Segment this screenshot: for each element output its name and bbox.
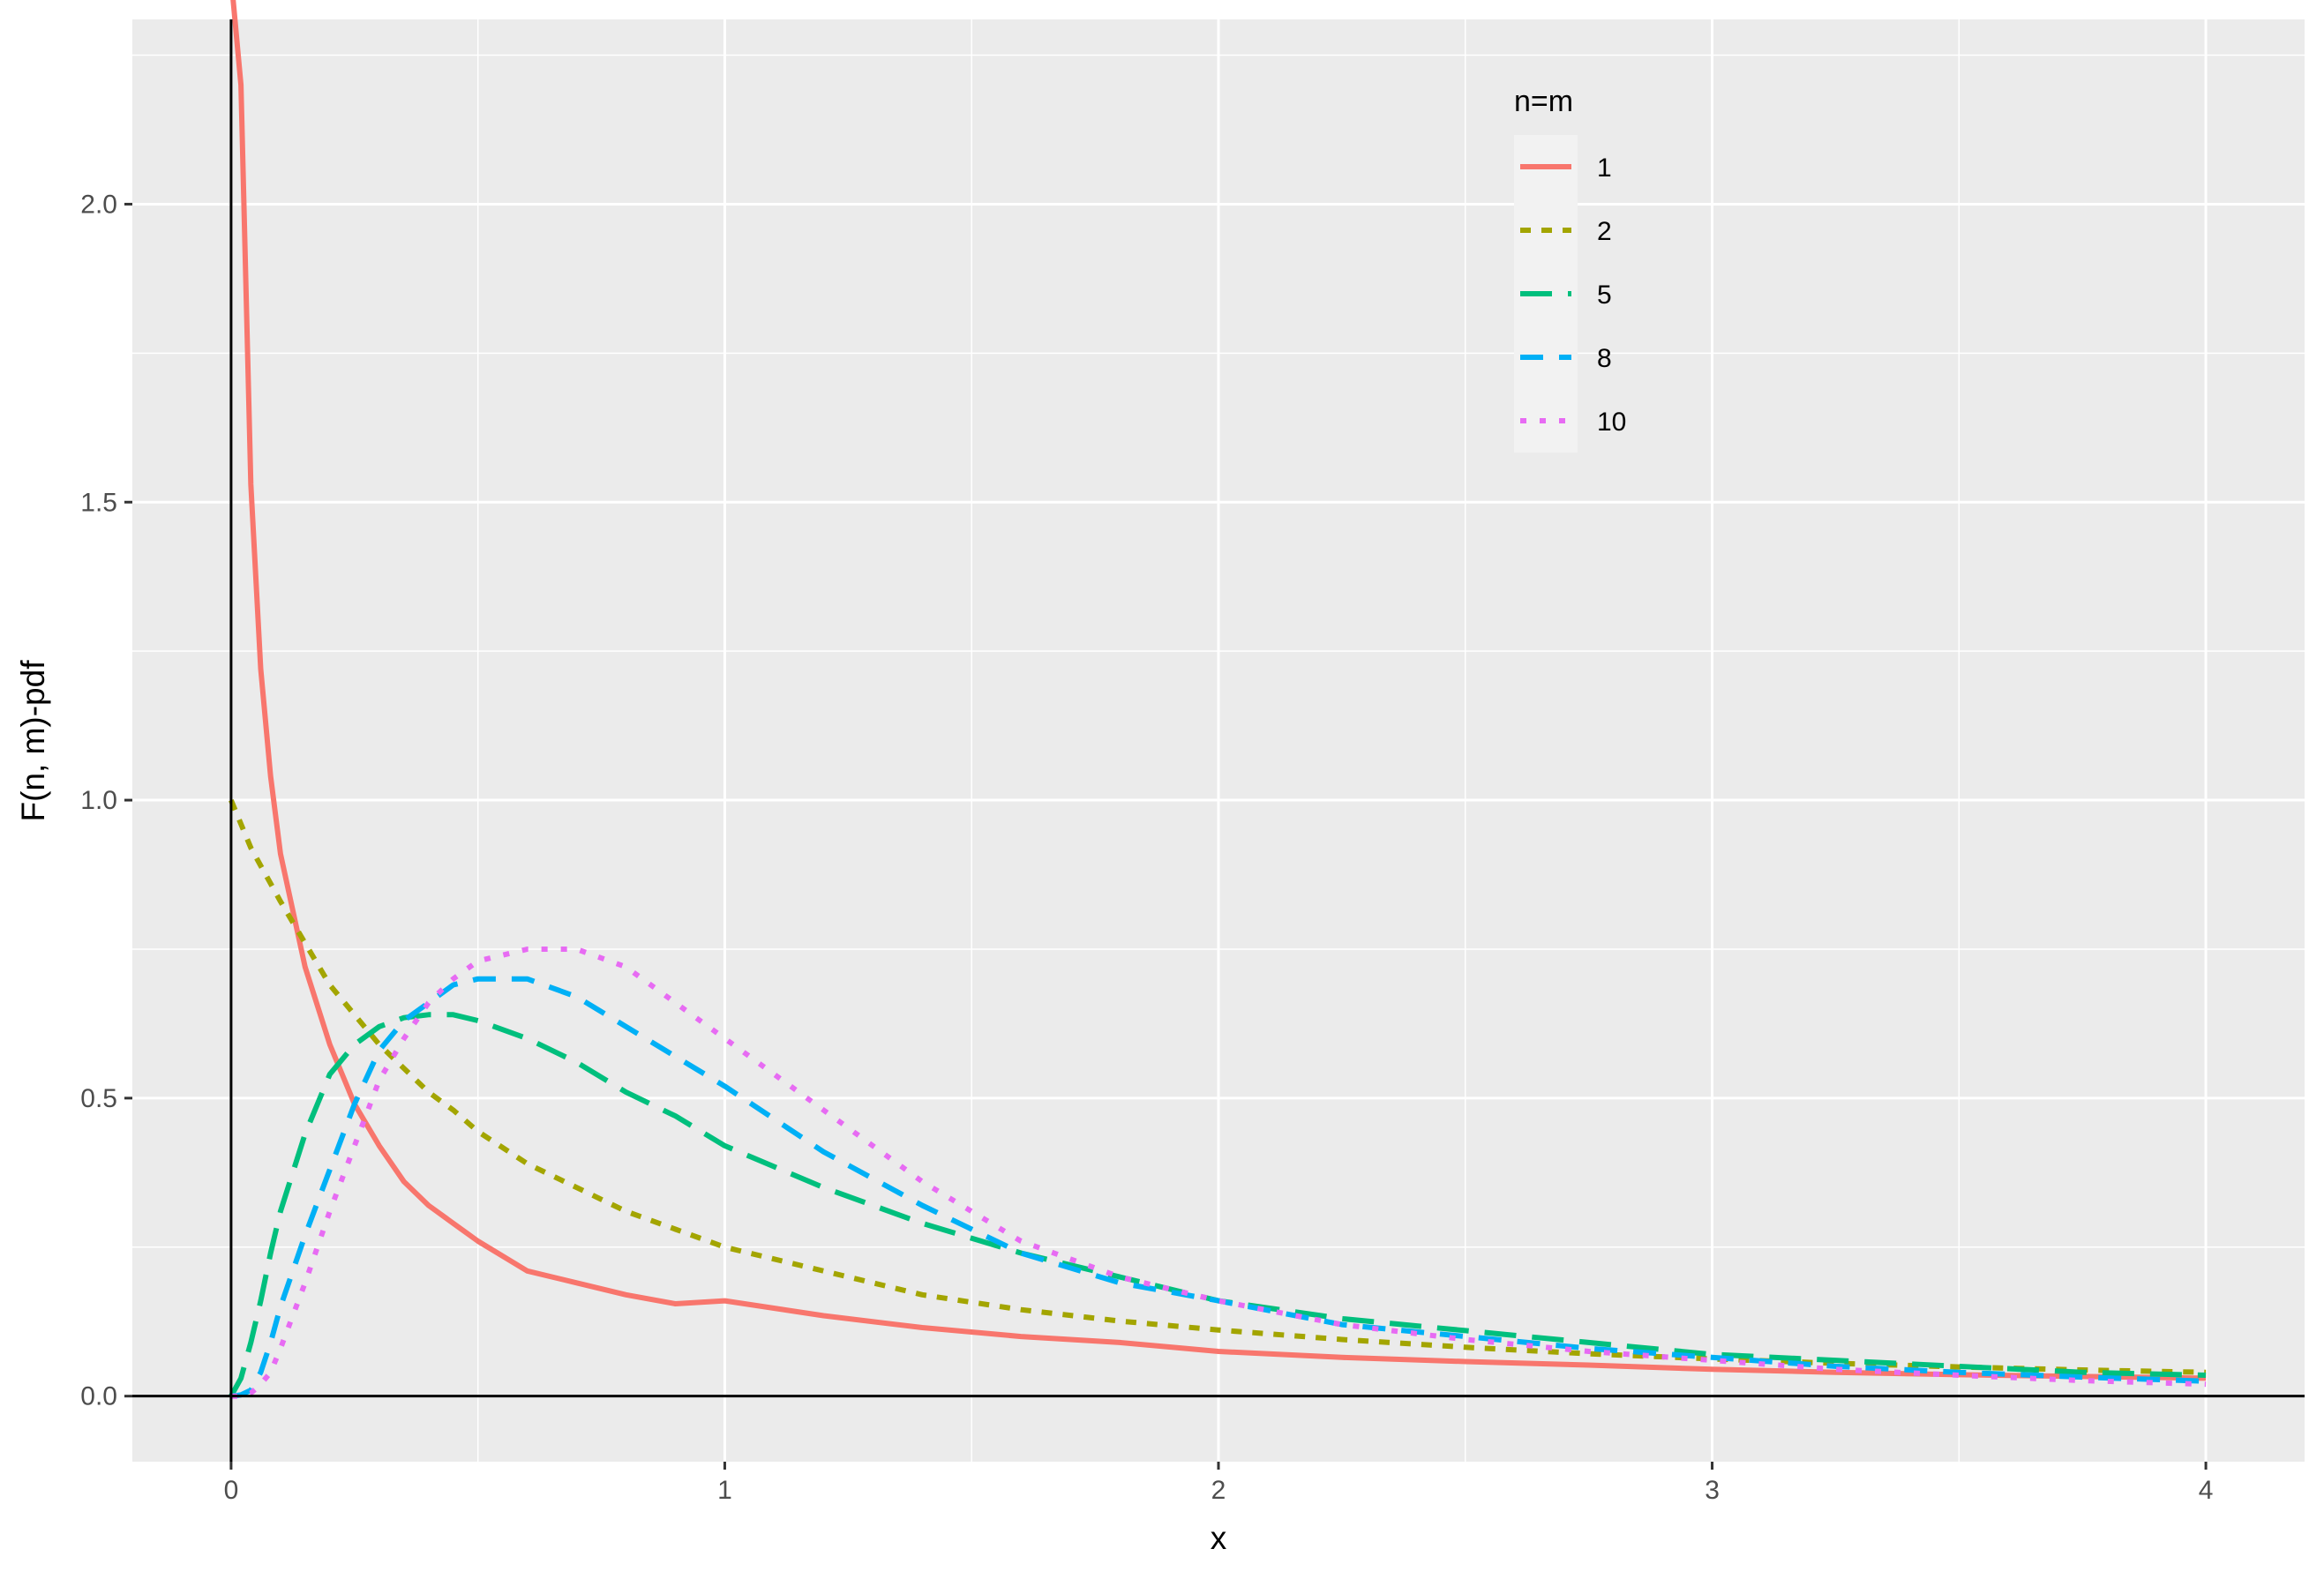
series-line-8 <box>230 976 2207 1399</box>
x-tick-label: 4 <box>2199 1476 2214 1505</box>
legend-title: n=m <box>1514 85 1573 118</box>
y-tick-label: 2.0 <box>80 190 117 219</box>
series-line-5 <box>229 1012 2207 1398</box>
x-axis-ticks: 0 1 2 3 4 <box>224 1462 2214 1505</box>
x-tick-label: 3 <box>1705 1476 1720 1505</box>
series-line-10 <box>230 947 2207 1399</box>
legend-label-8: 8 <box>1597 344 1612 373</box>
y-tick-label: 0.0 <box>80 1382 117 1411</box>
y-tick-label: 1.5 <box>80 488 117 517</box>
reference-lines <box>132 19 2305 1462</box>
legend-label-5: 5 <box>1597 281 1612 310</box>
y-tick-label: 0.5 <box>80 1084 117 1113</box>
x-axis-title: x <box>1211 1520 1227 1556</box>
y-axis-title: F(n, m)-pdf <box>15 660 51 822</box>
data-series <box>229 0 2207 1399</box>
series-line-1 <box>230 0 2207 1381</box>
legend-label-10: 10 <box>1597 408 1626 437</box>
x-tick-label: 0 <box>224 1476 239 1505</box>
x-tick-label: 2 <box>1211 1476 1226 1505</box>
series-line-2 <box>229 798 2207 1375</box>
legend-label-2: 2 <box>1597 217 1612 246</box>
legend: n=m 1 2 5 8 10 <box>1514 85 1626 453</box>
y-tick-label: 1.0 <box>80 786 117 815</box>
legend-label-1: 1 <box>1597 153 1612 183</box>
x-tick-label: 1 <box>717 1476 732 1505</box>
y-axis-ticks: 0.0 0.5 1.0 1.5 2.0 <box>80 190 132 1411</box>
